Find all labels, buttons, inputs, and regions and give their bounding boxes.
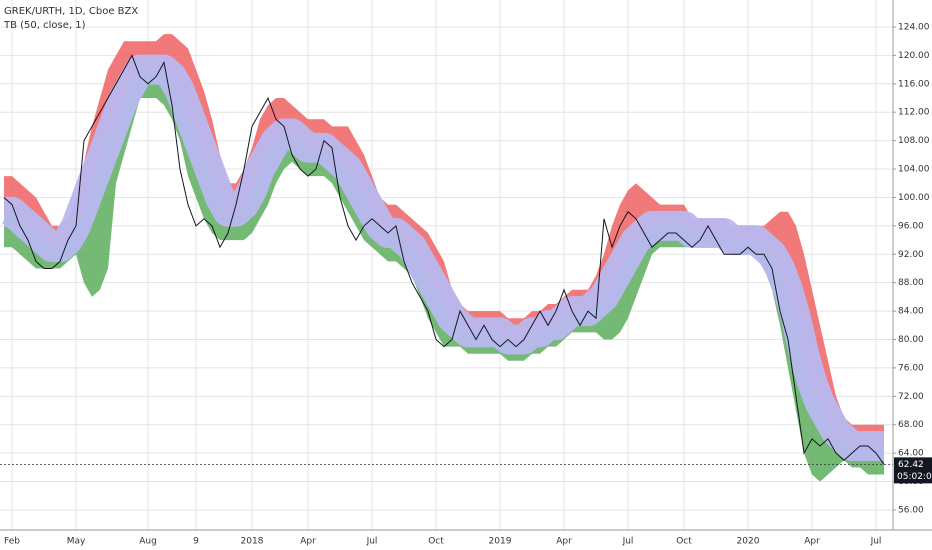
x-tick-label: Oct	[676, 537, 692, 547]
y-tick-label: 80.00	[898, 335, 924, 345]
x-tick-label: 2019	[489, 537, 512, 547]
y-tick-label: 120.00	[898, 51, 930, 61]
y-tick-label: 56.00	[898, 505, 924, 515]
x-tick-label: Jul	[870, 537, 882, 547]
y-tick-label: 112.00	[898, 108, 930, 118]
y-tick-label: 108.00	[898, 136, 930, 146]
x-tick-label: Apr	[804, 537, 820, 547]
axes: 56.0060.0064.0068.0072.0076.0080.0084.00…	[4, 22, 932, 547]
y-tick-label: 72.00	[898, 392, 924, 402]
y-tick-label: 124.00	[898, 22, 930, 32]
middle-band	[0, 54, 891, 461]
y-tick-label: 100.00	[898, 193, 930, 203]
y-tick-label: 92.00	[898, 250, 924, 260]
price-line	[3, 54, 885, 465]
y-tick-label: 88.00	[898, 278, 924, 288]
x-tick-label: Feb	[4, 537, 20, 547]
last-price-tag	[894, 457, 932, 484]
chart-title: GREK/URTH, 1D, Cboe BZX	[4, 6, 138, 17]
plot	[0, 34, 893, 482]
y-tick-label: 76.00	[898, 363, 924, 373]
y-tick-label: 68.00	[898, 420, 924, 430]
countdown-label: 05:02:07	[897, 472, 932, 482]
indicator-label: TB (50, close, 1)	[3, 20, 86, 31]
y-tick-label: 116.00	[898, 79, 930, 89]
x-tick-label: Apr	[300, 537, 316, 547]
x-tick-label: Jul	[366, 537, 378, 547]
x-tick-label: Apr	[556, 537, 572, 547]
x-tick-label: 2018	[241, 537, 264, 547]
x-tick-label: May	[67, 537, 86, 547]
x-tick-label: Jul	[622, 537, 634, 547]
x-tick-label: Aug	[139, 537, 157, 547]
y-tick-label: 84.00	[898, 307, 924, 317]
x-tick-label: Oct	[428, 537, 444, 547]
y-tick-label: 104.00	[898, 165, 930, 175]
last-price-label: 62.42	[898, 460, 924, 470]
x-tick-label: 9	[193, 537, 199, 547]
y-tick-label: 64.00	[898, 449, 924, 459]
y-tick-label: 96.00	[898, 221, 924, 231]
x-tick-label: 2020	[737, 537, 760, 547]
